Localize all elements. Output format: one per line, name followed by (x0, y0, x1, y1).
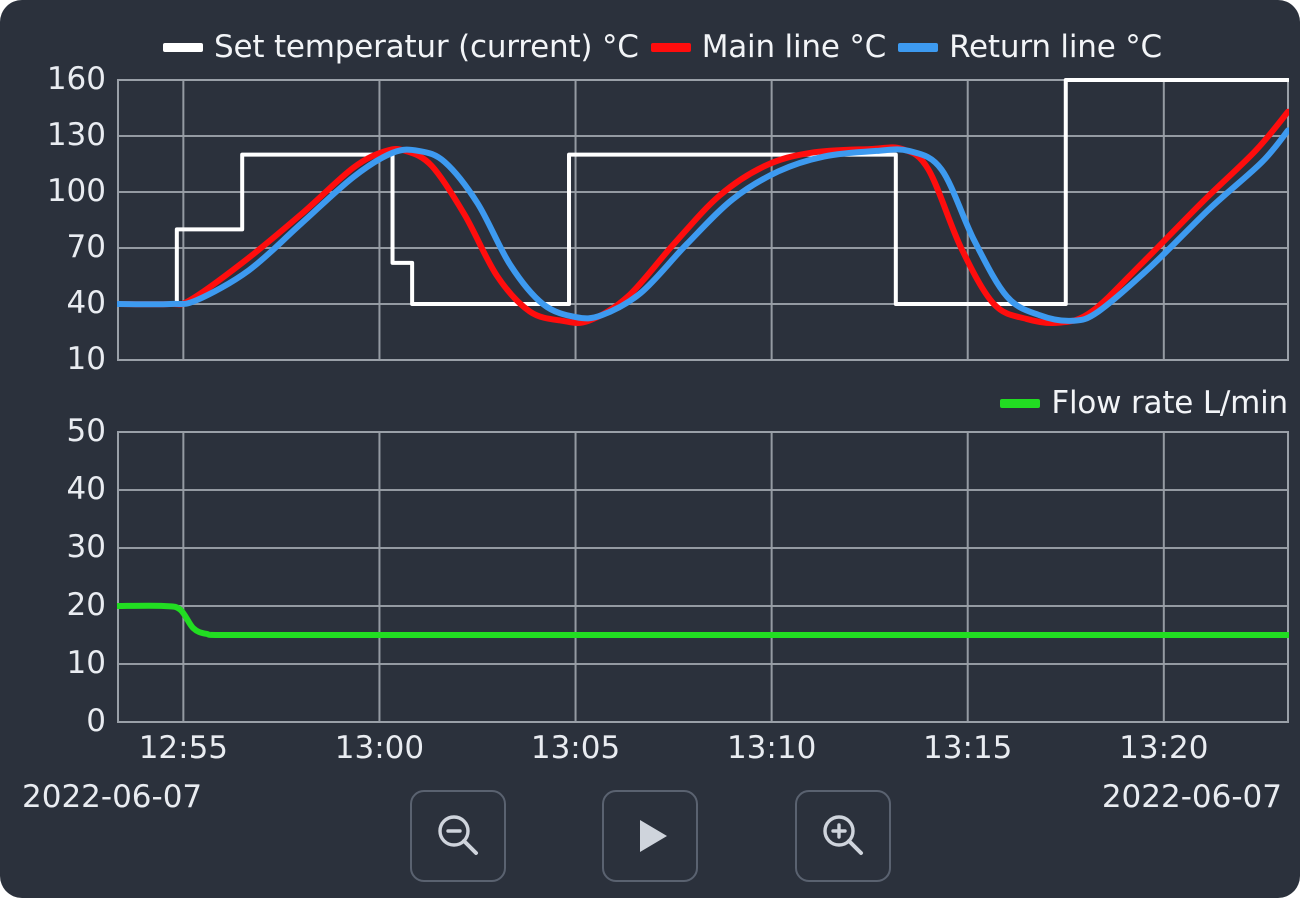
time-tick-13-05: 13:05 (530, 730, 621, 766)
flow-y-tick-0: 0 (86, 703, 106, 739)
legend-item-setpoint[interactable]: Set temperatur (current) °C (163, 29, 639, 65)
play-button[interactable] (602, 790, 698, 882)
time-tick-13-10: 13:10 (726, 730, 817, 766)
legend-item-flow-rate[interactable]: Flow rate L/min (1000, 385, 1288, 421)
magnifier-plus-icon (815, 808, 871, 864)
return-line-color-swatch (898, 42, 939, 52)
temperature-y-tick-10: 10 (66, 341, 106, 377)
zoom-in-button[interactable] (795, 790, 891, 882)
time-tick-12-55: 12:55 (138, 730, 229, 766)
temperature-chart-legend: Set temperatur (current) °C Main line °C… (163, 29, 1162, 65)
flow-rate-color-swatch (1000, 398, 1041, 408)
series-line (117, 602, 1289, 639)
gridlines-temperature (117, 79, 1289, 361)
gridlines-flow-rate (117, 431, 1289, 723)
temperature-y-tick-130: 130 (46, 117, 106, 153)
legend-item-main-line[interactable]: Main line °C (650, 29, 887, 65)
time-tick-13-15: 13:15 (923, 730, 1013, 766)
series-line (117, 108, 1289, 327)
series-line (117, 127, 1289, 324)
legend-label-setpoint: Set temperatur (current) °C (214, 29, 639, 65)
main-line-color-swatch (650, 42, 691, 52)
temperature-y-tick-160: 160 (46, 61, 106, 97)
legend-label-return-line: Return line °C (949, 29, 1162, 65)
magnifier-minus-icon (430, 808, 486, 864)
legend-label-flow-rate: Flow rate L/min (1051, 385, 1288, 421)
flow-y-tick-10: 10 (66, 645, 106, 681)
temperature-y-tick-40: 40 (66, 285, 106, 321)
legend-item-return-line[interactable]: Return line °C (898, 29, 1162, 65)
setpoint-color-swatch (163, 42, 203, 52)
flow-rate-chart-legend: Flow rate L/min (1000, 385, 1288, 421)
temperature-y-tick-100: 100 (46, 173, 106, 209)
time-tick-13-00: 13:00 (334, 730, 425, 766)
legend-label-main-line: Main line °C (701, 29, 887, 65)
range-start-date: 2022-06-07 (22, 779, 203, 815)
flow-y-tick-20: 20 (66, 587, 106, 623)
flow-y-tick-40: 40 (66, 471, 106, 507)
flow-y-tick-50: 50 (66, 413, 106, 449)
temperature-y-tick-70: 70 (66, 229, 106, 265)
series-line (117, 78, 1289, 306)
zoom-out-button[interactable] (410, 790, 506, 882)
range-end-date: 2022-06-07 (1101, 779, 1282, 815)
play-triangle-icon (625, 811, 675, 861)
time-tick-13-20: 13:20 (1119, 730, 1209, 766)
flow-y-tick-30: 30 (66, 529, 106, 565)
